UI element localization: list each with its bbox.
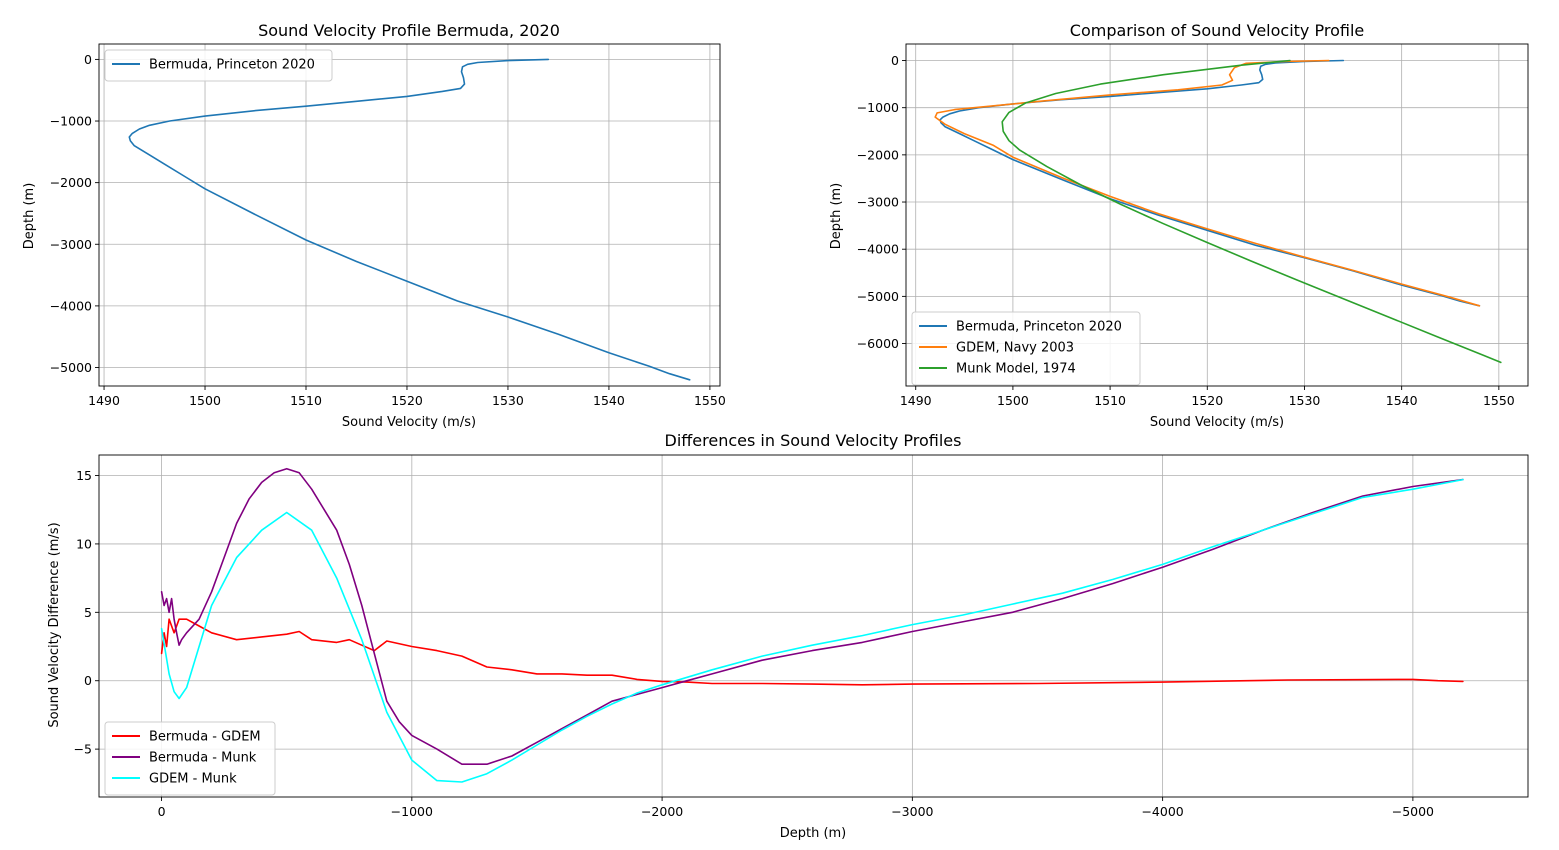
y-tick-label: −5000	[50, 360, 92, 375]
x-tick-label: 1500	[997, 393, 1029, 408]
legend-entry: Bermuda - Munk	[149, 751, 257, 766]
legend-entry: Bermuda, Princeton 2020	[956, 320, 1122, 335]
x-axis-label: Sound Velocity (m/s)	[342, 415, 476, 430]
x-tick-label: 1520	[391, 393, 423, 408]
y-tick-label: −5000	[857, 289, 899, 304]
y-tick-label: 15	[76, 468, 92, 483]
x-tick-label: 1490	[900, 393, 932, 408]
series-line	[160, 478, 1464, 783]
legend-entry: Munk Model, 1974	[956, 362, 1076, 377]
y-tick-label: 0	[84, 673, 92, 688]
x-tick-label: 1550	[694, 393, 726, 408]
chart-title: Comparison of Sound Velocity Profile	[1070, 21, 1364, 40]
y-tick-label: 10	[76, 536, 92, 551]
x-axis-label: Depth (m)	[780, 826, 847, 841]
y-tick-label: −2000	[50, 175, 92, 190]
legend: Bermuda - GDEM Bermuda - Munk GDEM - Munk	[104, 721, 276, 796]
y-axis-label: Sound Velocity Difference (m/s)	[47, 522, 62, 727]
y-tick-label: −4000	[50, 298, 92, 313]
legend-entry: GDEM, Navy 2003	[956, 341, 1074, 356]
y-tick-label: −2000	[857, 147, 899, 162]
x-tick-label: 1500	[189, 393, 221, 408]
legend-entry: GDEM - Munk	[149, 772, 237, 787]
x-tick-label: 1510	[1094, 393, 1126, 408]
legend-entry: Bermuda, Princeton 2020	[149, 58, 315, 73]
plot-frame	[98, 454, 1529, 798]
x-tick-label: 1490	[88, 393, 120, 408]
x-axis-label: Sound Velocity (m/s)	[1150, 415, 1284, 430]
legend: Bermuda, Princeton 2020	[104, 49, 333, 82]
x-tick-label: 1540	[593, 393, 625, 408]
x-tick-label: −3000	[891, 804, 933, 819]
legend: Bermuda, Princeton 2020 GDEM, Navy 2003 Mu…	[911, 311, 1141, 386]
y-tick-label: 0	[891, 53, 899, 68]
chart-title: Differences in Sound Velocity Profiles	[665, 431, 962, 450]
x-tick-label: 1530	[1289, 393, 1321, 408]
y-tick-label: −3000	[50, 237, 92, 252]
series-line	[1001, 59, 1502, 364]
chart-comparison-profile: Comparison of Sound Velocity Profile Sou…	[829, 21, 1529, 430]
plot-frame	[98, 43, 721, 387]
chart-differences: Differences in Sound Velocity Profiles D…	[47, 431, 1529, 841]
x-tick-label: 1540	[1386, 393, 1418, 408]
series-line	[934, 59, 1481, 307]
series-line	[128, 58, 691, 381]
x-tick-label: −5000	[1392, 804, 1434, 819]
y-tick-label: −3000	[857, 195, 899, 210]
x-tick-label: 1520	[1191, 393, 1223, 408]
y-tick-label: −4000	[857, 242, 899, 257]
x-tick-label: −4000	[1141, 804, 1183, 819]
x-tick-label: 1550	[1483, 393, 1515, 408]
x-tick-label: 0	[158, 804, 166, 819]
y-tick-label: −5	[74, 742, 92, 757]
x-tick-label: −2000	[641, 804, 683, 819]
x-tick-label: 1510	[290, 393, 322, 408]
y-tick-label: 5	[84, 605, 92, 620]
chart-title: Sound Velocity Profile Bermuda, 2020	[258, 21, 560, 40]
legend-entry: Bermuda - GDEM	[149, 730, 261, 745]
y-axis-label: Depth (m)	[22, 183, 37, 250]
x-tick-label: 1530	[492, 393, 524, 408]
series-line	[939, 59, 1481, 307]
y-tick-label: 0	[84, 52, 92, 67]
y-axis-label: Depth (m)	[829, 183, 844, 250]
y-tick-label: −1000	[50, 114, 92, 129]
y-tick-label: −1000	[857, 100, 899, 115]
series-line	[160, 618, 1464, 686]
x-tick-label: −1000	[391, 804, 433, 819]
chart-bermuda-profile: Sound Velocity Profile Bermuda, 2020 Sou…	[22, 21, 726, 430]
y-tick-label: −6000	[857, 336, 899, 351]
plot-frame	[905, 43, 1529, 387]
series-line	[160, 467, 1464, 766]
